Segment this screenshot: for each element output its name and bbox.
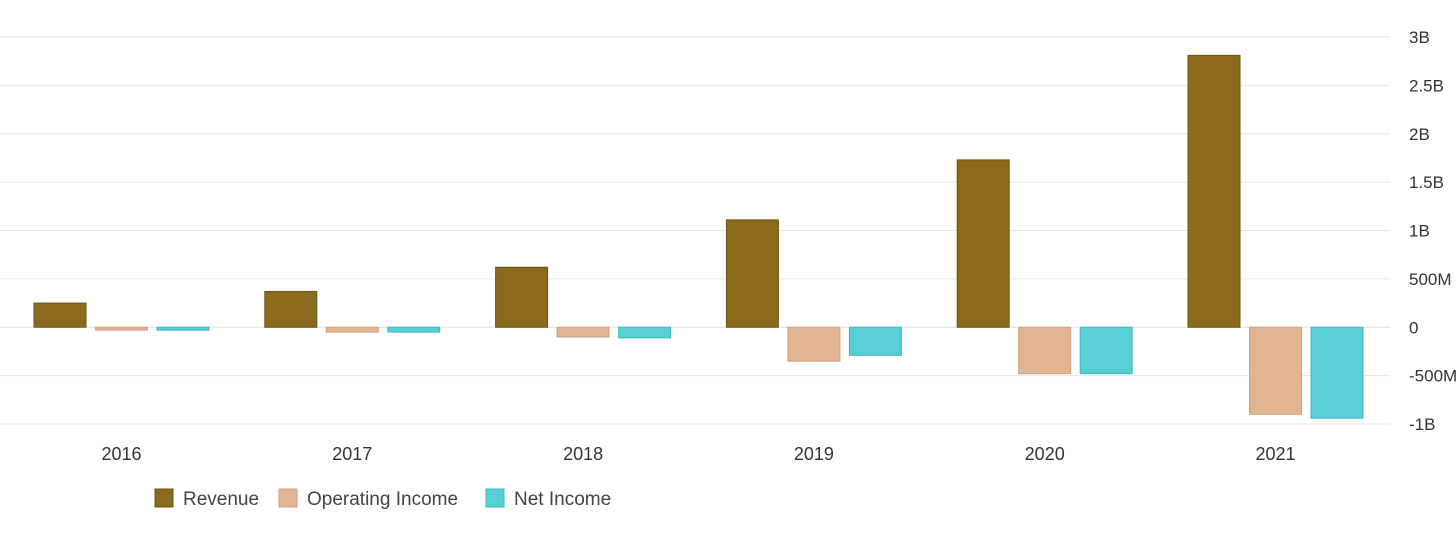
bar-revenue-2019[interactable] xyxy=(725,219,779,328)
x-tick-label-2021: 2021 xyxy=(1255,444,1295,464)
y-tick-label: -1B xyxy=(1409,415,1435,434)
bar-operating-income-2020[interactable] xyxy=(1018,326,1072,375)
legend-swatch xyxy=(154,488,174,508)
legend-label: Net Income xyxy=(514,489,611,510)
bar-net-income-2020[interactable] xyxy=(1079,326,1133,375)
bar-operating-income-2018[interactable] xyxy=(556,326,610,338)
legend-item-revenue[interactable]: Revenue xyxy=(154,488,259,510)
legend-item-net-income[interactable]: Net Income xyxy=(485,488,611,510)
bar-operating-income-2019[interactable] xyxy=(787,326,841,362)
y-tick-label: 2.5B xyxy=(1409,76,1444,95)
bar-net-income-2016[interactable] xyxy=(156,326,210,331)
y-tick-label: 1B xyxy=(1409,222,1430,241)
bar-revenue-2017[interactable] xyxy=(264,290,318,328)
bar-net-income-2017[interactable] xyxy=(387,326,441,333)
legend-swatch xyxy=(485,488,505,508)
bar-revenue-2020[interactable] xyxy=(956,159,1010,328)
legend-item-operating-income[interactable]: Operating Income xyxy=(278,488,458,510)
bar-operating-income-2021[interactable] xyxy=(1249,326,1302,415)
legend-swatch xyxy=(278,488,298,508)
y-tick-label: 3B xyxy=(1409,28,1430,47)
y-tick-label: 500M xyxy=(1409,270,1452,289)
x-tick-label-2019: 2019 xyxy=(794,444,834,464)
y-tick-label: 2B xyxy=(1409,125,1430,144)
legend-label: Revenue xyxy=(183,489,259,510)
x-tick-label-2016: 2016 xyxy=(101,444,141,464)
bar-operating-income-2016[interactable] xyxy=(95,326,148,331)
bar-revenue-2018[interactable] xyxy=(495,266,549,328)
y-axis-ticks: 3B 2.5B 2B 1.5B 1B 500M 0 -500M -1B xyxy=(1409,28,1456,434)
bar-net-income-2019[interactable] xyxy=(848,326,902,356)
bar-revenue-2016[interactable] xyxy=(33,302,87,328)
y-tick-label: -500M xyxy=(1409,367,1456,386)
x-tick-label-2018: 2018 xyxy=(563,444,603,464)
bar-revenue-2021[interactable] xyxy=(1187,54,1241,328)
legend-label: Operating Income xyxy=(307,489,458,510)
bar-net-income-2018[interactable] xyxy=(618,326,672,339)
bar-net-income-2021[interactable] xyxy=(1310,326,1364,419)
bar-operating-income-2017[interactable] xyxy=(325,326,379,333)
y-tick-label: 1.5B xyxy=(1409,173,1444,192)
legend: Revenue Operating Income Net Income xyxy=(154,488,611,510)
x-axis-ticks: 2016 2017 2018 2019 2020 2021 xyxy=(101,444,1295,464)
bars xyxy=(33,54,1364,419)
grid-lines xyxy=(0,36,1390,425)
y-tick-label: 0 xyxy=(1409,318,1418,337)
x-tick-label-2020: 2020 xyxy=(1025,444,1065,464)
x-tick-label-2017: 2017 xyxy=(332,444,372,464)
